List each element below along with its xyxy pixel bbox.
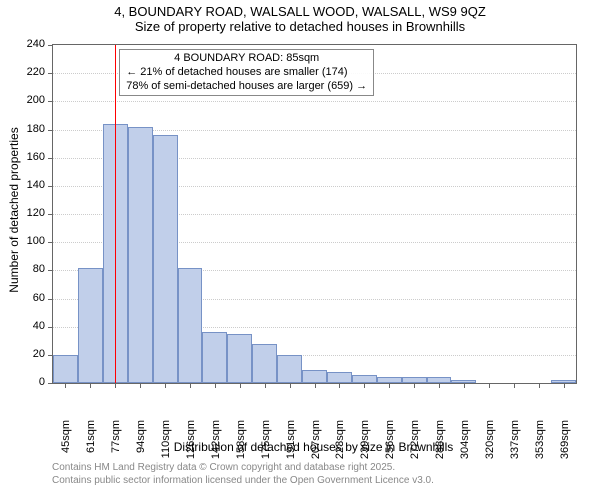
x-tick-mark [464, 383, 465, 388]
x-tick-mark [140, 383, 141, 388]
x-tick-mark [364, 383, 365, 388]
histogram-bar [252, 344, 277, 383]
x-tick-mark [115, 383, 116, 388]
callout-line2: ← 21% of detached houses are smaller (17… [126, 66, 367, 80]
histogram-bar [178, 268, 203, 383]
x-tick-mark [165, 383, 166, 388]
x-tick-label: 223sqm [334, 420, 346, 470]
title-line1: 4, BOUNDARY ROAD, WALSALL WOOD, WALSALL,… [0, 4, 600, 19]
histogram-bar [202, 332, 227, 383]
y-tick-mark [48, 214, 53, 215]
title-line2: Size of property relative to detached ho… [0, 19, 600, 34]
x-tick-mark [190, 383, 191, 388]
x-tick-label: 272sqm [409, 420, 421, 470]
histogram-bar [78, 268, 103, 383]
y-tick-label: 140 [15, 179, 45, 191]
grid-line [53, 101, 576, 102]
x-tick-mark [564, 383, 565, 388]
y-tick-mark [48, 158, 53, 159]
y-tick-mark [48, 45, 53, 46]
y-tick-mark [48, 327, 53, 328]
y-tick-label: 60 [15, 292, 45, 304]
x-tick-label: 353sqm [534, 420, 546, 470]
x-tick-label: 256sqm [384, 420, 396, 470]
x-tick-label: 94sqm [135, 420, 147, 470]
y-tick-label: 220 [15, 66, 45, 78]
x-tick-mark [339, 383, 340, 388]
plot-area: 4 BOUNDARY ROAD: 85sqm ← 21% of detached… [52, 44, 577, 384]
x-tick-label: 304sqm [459, 420, 471, 470]
x-tick-mark [539, 383, 540, 388]
y-tick-label: 160 [15, 151, 45, 163]
y-tick-label: 120 [15, 207, 45, 219]
x-tick-label: 320sqm [484, 420, 496, 470]
x-tick-label: 239sqm [359, 420, 371, 470]
y-tick-mark [48, 270, 53, 271]
y-tick-label: 100 [15, 235, 45, 247]
reference-line [115, 45, 116, 383]
chart-container: 4, BOUNDARY ROAD, WALSALL WOOD, WALSALL,… [0, 0, 600, 500]
histogram-bar [302, 370, 327, 383]
callout-box: 4 BOUNDARY ROAD: 85sqm ← 21% of detached… [119, 49, 374, 96]
x-tick-mark [389, 383, 390, 388]
x-tick-label: 207sqm [310, 420, 322, 470]
x-tick-label: 337sqm [509, 420, 521, 470]
y-tick-mark [48, 299, 53, 300]
x-tick-label: 45sqm [60, 420, 72, 470]
x-tick-label: 158sqm [235, 420, 247, 470]
y-tick-mark [48, 383, 53, 384]
histogram-bar [128, 127, 153, 383]
histogram-bar [327, 372, 352, 383]
y-tick-label: 0 [15, 376, 45, 388]
x-tick-mark [514, 383, 515, 388]
x-tick-mark [489, 383, 490, 388]
x-tick-mark [265, 383, 266, 388]
x-tick-mark [414, 383, 415, 388]
footer-line2: Contains public sector information licen… [52, 475, 434, 488]
x-tick-mark [439, 383, 440, 388]
x-tick-label: 175sqm [260, 420, 272, 470]
x-tick-label: 142sqm [210, 420, 222, 470]
histogram-bar [352, 375, 377, 383]
x-tick-label: 369sqm [559, 420, 571, 470]
x-tick-mark [215, 383, 216, 388]
y-tick-mark [48, 242, 53, 243]
histogram-bar [277, 355, 302, 383]
y-tick-label: 240 [15, 38, 45, 50]
x-tick-label: 288sqm [434, 420, 446, 470]
y-tick-label: 180 [15, 123, 45, 135]
y-tick-label: 80 [15, 263, 45, 275]
histogram-bar [227, 334, 252, 383]
histogram-bar [53, 355, 78, 383]
x-tick-label: 77sqm [110, 420, 122, 470]
x-tick-mark [290, 383, 291, 388]
x-tick-mark [90, 383, 91, 388]
x-tick-label: 61sqm [85, 420, 97, 470]
y-tick-mark [48, 130, 53, 131]
histogram-bar [153, 135, 178, 383]
y-tick-mark [48, 73, 53, 74]
callout-line1: 4 BOUNDARY ROAD: 85sqm [126, 52, 367, 66]
y-tick-mark [48, 101, 53, 102]
y-tick-mark [48, 186, 53, 187]
callout-line3: 78% of semi-detached houses are larger (… [126, 80, 367, 94]
x-tick-label: 110sqm [160, 420, 172, 470]
y-tick-label: 40 [15, 320, 45, 332]
x-tick-label: 126sqm [185, 420, 197, 470]
x-tick-mark [240, 383, 241, 388]
y-tick-label: 20 [15, 348, 45, 360]
x-tick-mark [65, 383, 66, 388]
x-tick-mark [315, 383, 316, 388]
chart-title: 4, BOUNDARY ROAD, WALSALL WOOD, WALSALL,… [0, 4, 600, 34]
x-tick-label: 191sqm [285, 420, 297, 470]
y-tick-label: 200 [15, 94, 45, 106]
